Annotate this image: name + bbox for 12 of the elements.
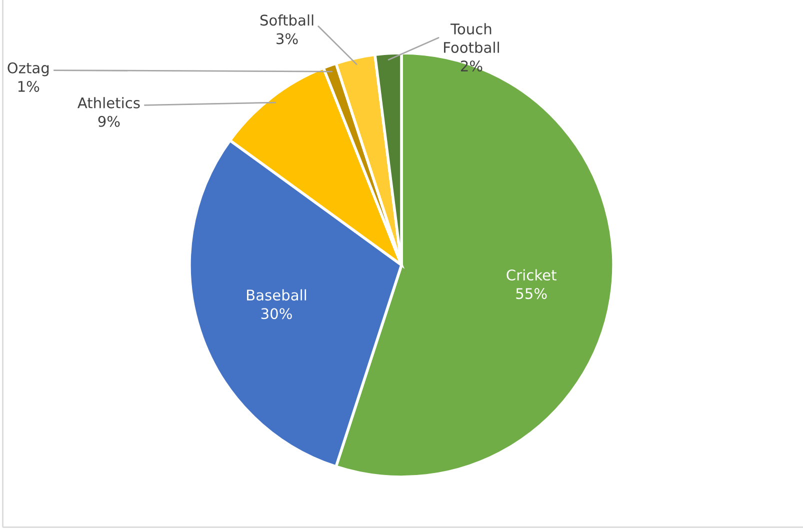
slice-label: Touch Football [444, 23, 499, 53]
slice-label: Cricket [506, 269, 556, 281]
slice-label: Baseball [247, 289, 306, 301]
slice-label: Softball [260, 14, 314, 26]
slice-label: Oztag [8, 62, 49, 76]
data-label: 55% [516, 288, 547, 300]
slice-label: Athletics [78, 97, 140, 108]
data-label: 2% [460, 60, 482, 72]
data-label: 30% [261, 308, 292, 320]
data-label: 1% [18, 80, 40, 92]
data-label: 9% [98, 116, 120, 127]
data-label: 3% [276, 33, 298, 44]
